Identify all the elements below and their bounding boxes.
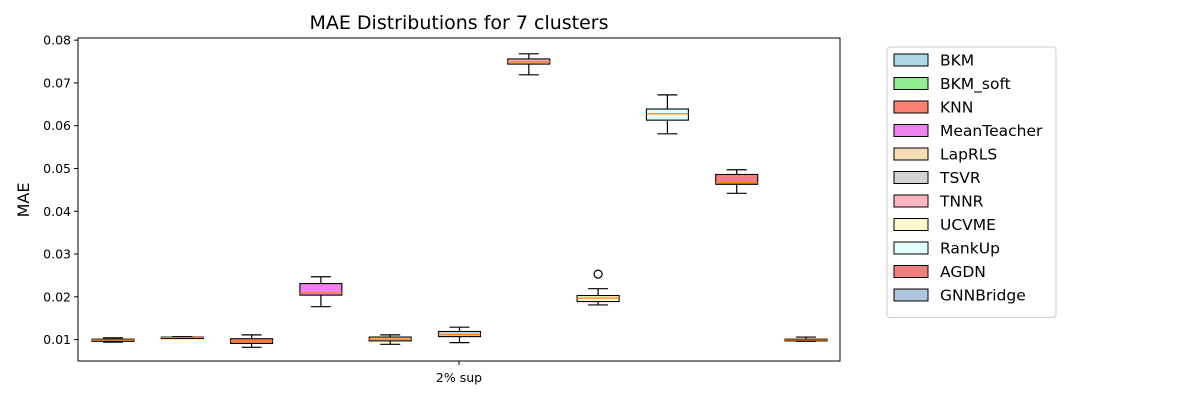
legend-item-knn: KNN bbox=[893, 99, 973, 117]
legend-swatch bbox=[893, 124, 929, 137]
box-iqr bbox=[645, 108, 689, 121]
box-gnnbridge bbox=[784, 336, 828, 342]
legend-item-rankup: RankUp bbox=[893, 240, 1000, 258]
legend-item-agdn: AGDN bbox=[893, 263, 986, 281]
legend-swatch bbox=[893, 194, 929, 208]
legend-label: RankUp bbox=[940, 240, 1000, 258]
legend-item-ucvme: UCVME bbox=[893, 216, 996, 234]
legend-frame bbox=[886, 46, 1057, 318]
box-iqr bbox=[299, 283, 343, 296]
legend-swatch bbox=[893, 288, 929, 302]
legend-label: UCVME bbox=[940, 216, 996, 234]
box-knn bbox=[230, 334, 274, 348]
y-axis-label: MAE bbox=[14, 183, 33, 218]
y-tick-label: 0.07 bbox=[43, 75, 71, 90]
legend-swatch bbox=[893, 53, 929, 67]
y-tick-label: 0.01 bbox=[43, 332, 71, 347]
legend-label: MeanTeacher bbox=[940, 122, 1043, 140]
box-meanteacher bbox=[299, 276, 343, 308]
legend-label: KNN bbox=[940, 99, 973, 117]
box-bkm bbox=[91, 337, 135, 343]
legend-label: BKM_soft bbox=[940, 75, 1011, 94]
legend-swatch bbox=[893, 100, 929, 114]
legend-label: TNNR bbox=[939, 193, 984, 211]
y-tick-label: 0.03 bbox=[43, 247, 71, 262]
box-rankup bbox=[645, 94, 689, 135]
box-agdn bbox=[715, 169, 759, 194]
y-tick-label: 0.04 bbox=[43, 204, 71, 219]
box-tnnr bbox=[507, 53, 551, 76]
y-tick-label: 0.05 bbox=[43, 161, 71, 176]
box-bkm_soft bbox=[160, 336, 204, 340]
y-axis-ticks: 0.01 0.02 0.03 0.04 0.05 0.06 0.07 0.08 bbox=[43, 33, 78, 347]
legend-item-bkm_soft: BKM_soft bbox=[893, 75, 1011, 94]
legend-label: GNNBridge bbox=[940, 287, 1026, 305]
x-tick-label: 2% sup bbox=[436, 370, 482, 385]
legend-item-meanteacher: MeanTeacher bbox=[893, 122, 1043, 140]
box-tsvr bbox=[437, 326, 482, 344]
y-tick-label: 0.02 bbox=[43, 289, 71, 304]
legend-swatch bbox=[893, 171, 929, 184]
legend-swatch bbox=[893, 147, 929, 161]
legend-swatch bbox=[893, 241, 929, 255]
legend-label: AGDN bbox=[940, 263, 986, 281]
plot-area-frame bbox=[77, 37, 841, 362]
legend-label: BKM bbox=[940, 52, 974, 70]
legend-swatch bbox=[893, 77, 929, 90]
y-tick-label: 0.06 bbox=[43, 118, 71, 133]
chart-title: MAE Distributions for 7 clusters bbox=[309, 12, 608, 34]
box-laprls bbox=[368, 334, 412, 345]
legend-item-tnnr: TNNR bbox=[893, 193, 984, 211]
x-axis-ticks: 2% sup bbox=[436, 361, 482, 385]
y-tick-label: 0.08 bbox=[43, 33, 71, 48]
box-iqr bbox=[715, 173, 759, 185]
legend-swatch bbox=[893, 265, 929, 278]
outlier-point bbox=[593, 269, 603, 279]
legend-item-laprls: LapRLS bbox=[893, 146, 997, 164]
legend: BKM BKM_soft KNN MeanTeacher LapRLS TSVR TNNR U… bbox=[886, 46, 1057, 318]
legend-item-gnnbridge: GNNBridge bbox=[893, 287, 1026, 305]
legend-item-tsvr: TSVR bbox=[893, 169, 981, 187]
legend-label: TSVR bbox=[939, 169, 981, 187]
legend-item-bkm: BKM bbox=[893, 52, 974, 70]
legend-label: LapRLS bbox=[940, 146, 997, 164]
boxes-layer bbox=[91, 53, 828, 348]
box-ucvme bbox=[576, 269, 620, 306]
legend-swatch bbox=[893, 218, 929, 231]
